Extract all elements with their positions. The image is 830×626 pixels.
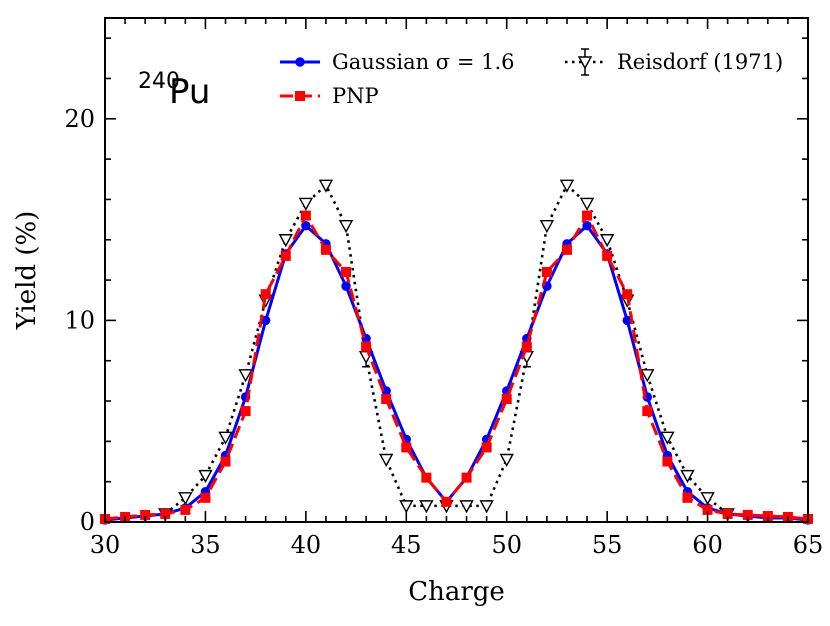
x-tick-label: 65	[793, 531, 824, 559]
legend-marker	[577, 56, 593, 70]
tick-labels-layer: 30 35 40 45 50 55 60 65 0 10 20	[64, 105, 823, 559]
data-point	[198, 469, 213, 484]
data-point	[298, 197, 314, 211]
series-layer	[100, 179, 813, 525]
series-line	[164, 184, 729, 515]
data-point	[660, 431, 675, 445]
series-line	[104, 224, 809, 522]
x-tick-label: 30	[90, 531, 121, 559]
data-point	[379, 453, 394, 467]
data-point	[539, 219, 555, 234]
legend-marker	[295, 91, 305, 101]
nucleus-symbol: Pu	[169, 72, 210, 112]
legend: Gaussian σ = 1.6 PNP Reisdorf (1971)	[280, 48, 783, 108]
data-point	[300, 210, 311, 221]
data-point	[459, 500, 474, 514]
data-point	[338, 219, 354, 234]
legend-entry: Gaussian σ = 1.6	[280, 50, 515, 74]
data-point	[700, 492, 715, 506]
x-tick-label: 40	[291, 531, 322, 559]
y-tick-label: 0	[80, 508, 95, 536]
data-point	[662, 456, 673, 467]
data-point	[461, 472, 472, 483]
data-point	[579, 197, 595, 211]
data-point	[220, 456, 231, 467]
data-point	[160, 508, 171, 519]
data-point	[278, 234, 293, 248]
data-point	[521, 341, 532, 352]
x-axis-label: Charge	[408, 577, 505, 607]
data-point	[140, 509, 151, 520]
data-point	[361, 341, 372, 352]
data-point	[441, 496, 452, 507]
data-point	[200, 492, 211, 503]
data-point	[599, 234, 615, 248]
data-point	[401, 442, 412, 453]
y-tick-label: 10	[64, 306, 95, 334]
data-point	[421, 472, 432, 483]
data-point	[381, 394, 392, 405]
data-point	[702, 504, 713, 515]
nucleus-annotation: 240 Pu	[138, 69, 210, 112]
data-point	[622, 289, 633, 300]
data-point	[238, 369, 253, 383]
plot-frame	[104, 17, 809, 523]
x-tick-label: 50	[491, 531, 522, 559]
data-point	[499, 453, 514, 467]
data-point	[218, 431, 233, 445]
data-point	[260, 289, 271, 300]
legend-entry: Reisdorf (1971)	[565, 48, 783, 76]
x-tick-label: 55	[592, 531, 623, 559]
data-point	[682, 492, 693, 503]
nucleus-mass-number: 240	[138, 69, 180, 94]
legend-label: PNP	[332, 84, 379, 108]
x-tick-label: 35	[190, 531, 221, 559]
y-tick-label: 20	[64, 105, 95, 133]
data-point	[341, 281, 351, 291]
data-point	[642, 406, 653, 417]
data-point	[742, 509, 753, 520]
data-point	[501, 394, 512, 405]
data-point	[541, 267, 552, 278]
legend-entry: PNP	[280, 84, 379, 108]
data-point	[561, 244, 572, 255]
data-point	[320, 244, 331, 255]
data-point	[582, 210, 593, 221]
data-point	[762, 510, 773, 521]
data-point	[318, 179, 334, 193]
data-point	[640, 369, 655, 383]
data-point	[481, 442, 492, 453]
x-tick-label: 60	[692, 531, 723, 559]
data-point	[399, 500, 414, 514]
data-point	[419, 500, 434, 514]
data-point	[722, 508, 733, 519]
legend-label: Reisdorf (1971)	[617, 50, 783, 74]
y-axis-label: Yield (%)	[12, 211, 42, 331]
series-1	[100, 210, 813, 524]
data-point	[680, 469, 695, 484]
data-point	[559, 179, 575, 193]
data-point	[341, 267, 352, 278]
data-point	[280, 250, 291, 261]
series-2	[158, 179, 735, 522]
legend-marker	[295, 57, 305, 67]
data-point	[602, 250, 613, 261]
data-point	[301, 220, 311, 231]
x-tick-label: 45	[391, 531, 422, 559]
data-point	[479, 500, 494, 514]
data-point	[240, 406, 251, 417]
legend-label: Gaussian σ = 1.6	[332, 50, 515, 74]
data-point	[178, 492, 193, 506]
data-point	[180, 504, 191, 515]
ticks-layer	[104, 18, 809, 523]
